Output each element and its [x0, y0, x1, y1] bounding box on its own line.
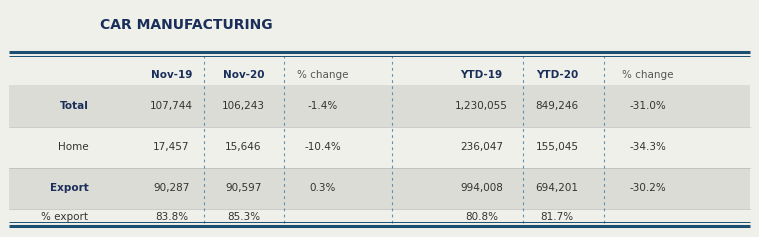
Text: Nov-19: Nov-19 — [151, 70, 192, 80]
Text: Home: Home — [58, 142, 88, 152]
Text: Nov-20: Nov-20 — [222, 70, 264, 80]
Text: CAR MANUFACTURING: CAR MANUFACTURING — [99, 18, 272, 32]
Text: 81.7%: 81.7% — [540, 212, 574, 223]
Text: 90,597: 90,597 — [225, 183, 262, 193]
Text: YTD-19: YTD-19 — [461, 70, 502, 80]
Text: 0.3%: 0.3% — [310, 183, 336, 193]
Text: 90,287: 90,287 — [153, 183, 190, 193]
Text: 994,008: 994,008 — [460, 183, 503, 193]
Text: 694,201: 694,201 — [536, 183, 578, 193]
Text: -1.4%: -1.4% — [307, 101, 338, 111]
FancyBboxPatch shape — [9, 85, 750, 127]
Text: 15,646: 15,646 — [225, 142, 262, 152]
Text: 849,246: 849,246 — [536, 101, 579, 111]
Text: % export: % export — [41, 212, 88, 223]
Text: 85.3%: 85.3% — [227, 212, 260, 223]
Text: 83.8%: 83.8% — [155, 212, 188, 223]
Text: % change: % change — [297, 70, 348, 80]
Text: 80.8%: 80.8% — [465, 212, 498, 223]
Text: % change: % change — [622, 70, 674, 80]
Text: Total: Total — [59, 101, 88, 111]
Text: -10.4%: -10.4% — [304, 142, 341, 152]
Text: 17,457: 17,457 — [153, 142, 190, 152]
Text: 1,230,055: 1,230,055 — [455, 101, 508, 111]
Text: -34.3%: -34.3% — [629, 142, 666, 152]
Text: 106,243: 106,243 — [222, 101, 265, 111]
FancyBboxPatch shape — [9, 168, 750, 209]
Text: 236,047: 236,047 — [460, 142, 503, 152]
Text: 107,744: 107,744 — [150, 101, 193, 111]
Text: 155,045: 155,045 — [536, 142, 578, 152]
Text: Export: Export — [49, 183, 88, 193]
Text: -31.0%: -31.0% — [629, 101, 666, 111]
Text: -30.2%: -30.2% — [629, 183, 666, 193]
Text: YTD-20: YTD-20 — [536, 70, 578, 80]
